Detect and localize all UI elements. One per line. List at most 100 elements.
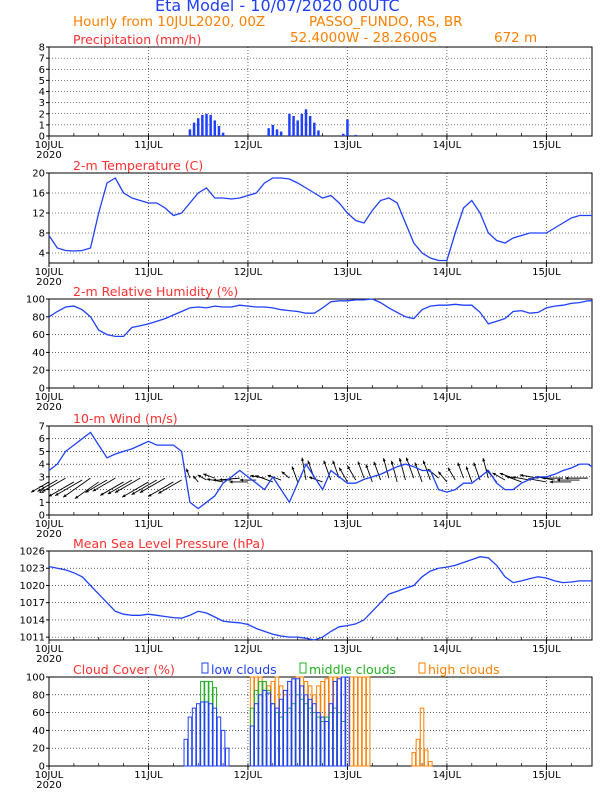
- rh-x-tick-label: 13JUL: [333, 392, 362, 403]
- cloud-legend-swatch: [201, 662, 209, 674]
- cloud-bar: [287, 680, 292, 767]
- cloud-bar: [220, 729, 226, 767]
- cloud-bar: [253, 703, 259, 767]
- cloud-bar: [278, 716, 284, 767]
- precip-bar: [300, 113, 304, 136]
- mslp-x-tick-label: 12JUL: [234, 644, 263, 655]
- cloud-bar: [324, 716, 329, 767]
- cloud-bar: [258, 676, 263, 767]
- rh-panel: 0 20 40 60 80 100 10JUL 11JUL 12JUL 13JUL 14JUL 15J…: [26, 284, 593, 413]
- precip-y-tick-label: 3: [39, 98, 45, 109]
- precip-bar: [201, 114, 204, 136]
- precip-bar: [217, 125, 221, 136]
- temp-y-tick-label: 4: [39, 249, 45, 260]
- wind-barb-head: [457, 462, 461, 467]
- station-coords: 52.4000W - 28.2600S: [290, 30, 438, 46]
- cloud-bar: [262, 689, 267, 767]
- precip-bar: [292, 115, 295, 136]
- wind-barb-head: [565, 476, 569, 480]
- cloud-y-tick-label: 100: [26, 673, 45, 684]
- wind-barb: [48, 481, 75, 497]
- cloud-bar: [307, 698, 313, 767]
- cloud-legend-label: low clouds: [211, 662, 277, 677]
- cloud-bar: [249, 707, 255, 767]
- rh-x-tick-label: 12JUL: [234, 392, 263, 403]
- temp-x-tick-label: 11JUL: [134, 267, 163, 278]
- rh-y-tick-label: 60: [32, 330, 45, 341]
- wind-barb-head: [422, 460, 426, 465]
- cloud-bar: [336, 712, 342, 767]
- cloud-bar: [287, 707, 292, 767]
- temp-x-tick-label: 10JUL: [35, 267, 64, 278]
- wind-barb: [414, 462, 423, 483]
- wind-barb-head: [37, 488, 42, 492]
- wind-barb: [92, 477, 116, 492]
- wind-x-year-label: 2020: [36, 529, 61, 540]
- wind-barb: [147, 481, 174, 497]
- cloud-bar: [283, 712, 288, 767]
- mslp-x-tick-label: 14JUL: [433, 644, 462, 655]
- mslp-x-tick-label: 11JUL: [134, 644, 163, 655]
- cloud-bar: [349, 676, 354, 767]
- cloud-bar: [303, 694, 309, 767]
- cloud-bar: [332, 676, 338, 767]
- precip-bar: [296, 120, 299, 136]
- cloud-bar: [320, 721, 325, 767]
- temp-title: 2-m Temperature (C): [73, 158, 203, 173]
- precip-y-tick-label: 1: [39, 120, 45, 131]
- cloud-legend-swatch: [418, 662, 426, 674]
- precip-bar: [313, 122, 316, 136]
- wind-y-tick-label: 2: [39, 485, 45, 496]
- temp-x-tick-label: 15JUL: [532, 267, 561, 278]
- cloud-bar: [249, 725, 255, 767]
- precip-bar: [205, 113, 208, 136]
- rh-y-tick-label: 40: [32, 348, 45, 359]
- precip-bar: [188, 129, 192, 136]
- precip-x-tick-label: 10JUL: [35, 140, 64, 151]
- precip-bar: [342, 133, 345, 136]
- cloud-bar: [262, 680, 267, 767]
- station-name: PASSO_FUNDO, RS, BR: [309, 14, 463, 30]
- cloud-bar: [183, 738, 189, 767]
- cloud-bar: [200, 701, 205, 767]
- cloud-bar: [283, 689, 288, 767]
- cloud-legend-label: middle clouds: [309, 662, 396, 677]
- wind-barb-head: [74, 495, 79, 499]
- wind-x-tick-label: 10JUL: [35, 519, 64, 530]
- wind-panel: 0 1 2 34 5 67 10JUL 11JUL 12JUL 13JUL 14JUL 15JUL 20…: [30, 411, 593, 540]
- cloud-bar: [258, 680, 263, 767]
- wind-x-tick-label: 12JUL: [234, 519, 263, 530]
- mslp-frame: [48, 550, 593, 641]
- cloud-bar: [278, 698, 284, 767]
- wind-barb: [85, 479, 108, 493]
- cloud-bar: [270, 703, 276, 767]
- wind-barb-head: [100, 492, 104, 496]
- temp-y-tick-label: 12: [32, 209, 45, 220]
- cloud-bar: [320, 716, 325, 767]
- precip-x-tick-label: 13JUL: [333, 140, 362, 151]
- wind-barb: [131, 479, 157, 495]
- precip-y-tick-label: 4: [39, 87, 45, 98]
- cloud-x-tick-label: 13JUL: [333, 770, 362, 781]
- mslp-x-tick-label: 10JUL: [35, 644, 64, 655]
- cloud-bar: [299, 685, 305, 767]
- cloud-bar: [316, 716, 321, 767]
- wind-barb-head: [114, 489, 119, 493]
- cloud-bar: [266, 689, 271, 767]
- rh-x-tick-label: 10JUL: [35, 392, 64, 403]
- cloud-bar: [341, 721, 346, 767]
- rh-title: 2-m Relative Humidity (%): [73, 284, 238, 299]
- wind-barb: [373, 461, 382, 481]
- wind-barb-head: [506, 475, 510, 479]
- cloud-bar: [204, 680, 209, 767]
- wind-barb-head: [206, 478, 211, 482]
- temp-y-tick-label: 20: [32, 169, 45, 180]
- cloud-bar: [270, 680, 276, 767]
- wind-barb-head: [492, 472, 496, 476]
- cloud-bar: [320, 680, 325, 767]
- cloud-bar: [187, 716, 193, 767]
- wind-y-tick-label: 1: [39, 498, 45, 509]
- wind-barb-head: [139, 489, 144, 493]
- cloud-bar: [332, 707, 338, 767]
- mslp-y-tick-label: 1011: [20, 633, 45, 644]
